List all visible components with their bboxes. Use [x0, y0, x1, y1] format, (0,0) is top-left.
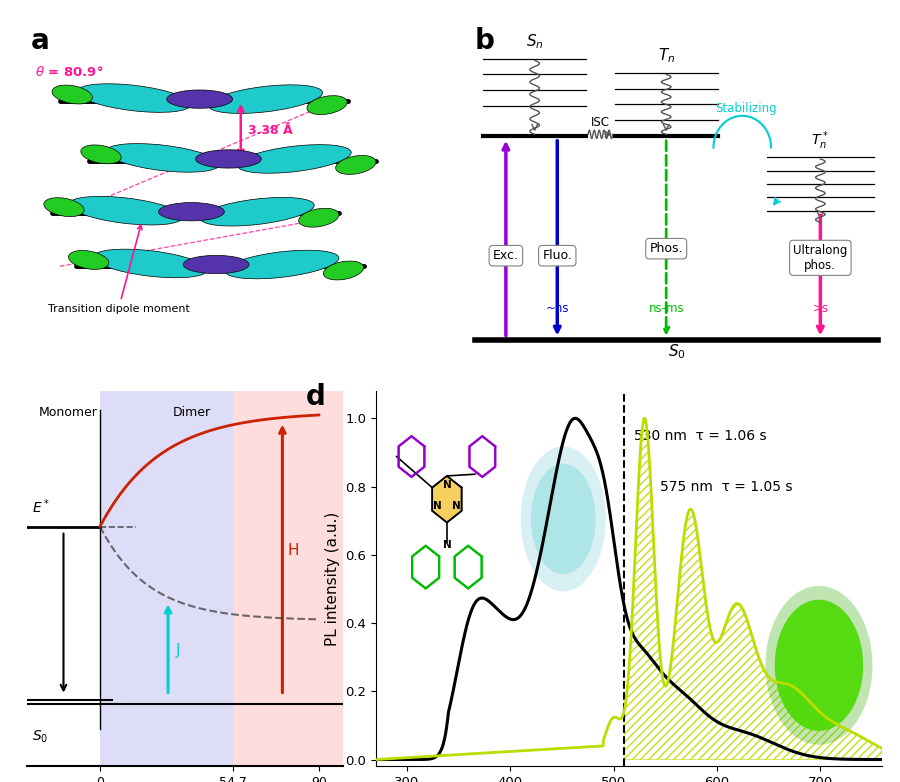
Text: $S_n$: $S_n$ — [526, 32, 544, 51]
Ellipse shape — [105, 144, 220, 172]
Text: d: d — [305, 383, 325, 411]
Text: Phos.: Phos. — [650, 242, 683, 255]
Text: a: a — [32, 27, 50, 55]
Text: Exc.: Exc. — [493, 249, 519, 262]
Ellipse shape — [76, 84, 191, 113]
Y-axis label: PL intensity (a.u.): PL intensity (a.u.) — [325, 511, 340, 646]
Text: ~ns: ~ns — [545, 302, 569, 315]
Ellipse shape — [52, 85, 93, 104]
Text: Ultralong
phos.: Ultralong phos. — [793, 244, 848, 272]
Ellipse shape — [158, 203, 224, 221]
Ellipse shape — [44, 198, 85, 217]
Ellipse shape — [299, 208, 339, 227]
Ellipse shape — [81, 145, 122, 163]
Text: $T_n$: $T_n$ — [658, 46, 675, 65]
Text: ns-ms: ns-ms — [648, 302, 684, 315]
Text: Stabilizing: Stabilizing — [716, 102, 778, 115]
Text: ISC: ISC — [591, 116, 610, 128]
Text: 575 nm  τ = 1.05 s: 575 nm τ = 1.05 s — [660, 479, 793, 493]
Ellipse shape — [209, 84, 322, 113]
Bar — [233, 391, 343, 766]
Text: Dimer: Dimer — [173, 406, 212, 419]
Ellipse shape — [238, 145, 351, 174]
Text: Transition dipole moment: Transition dipole moment — [48, 225, 189, 314]
Text: $S_0$: $S_0$ — [668, 342, 686, 361]
Ellipse shape — [184, 256, 249, 274]
Ellipse shape — [336, 156, 376, 174]
Ellipse shape — [68, 196, 183, 225]
Text: $S_0$: $S_0$ — [32, 729, 49, 745]
Text: J: J — [176, 643, 180, 658]
Text: $T_n^*$: $T_n^*$ — [812, 129, 829, 152]
Ellipse shape — [68, 250, 109, 269]
Ellipse shape — [195, 150, 261, 168]
Ellipse shape — [94, 249, 207, 278]
Text: b: b — [475, 27, 495, 55]
Ellipse shape — [225, 250, 339, 279]
Bar — [100, 391, 233, 766]
Text: 530 nm  τ = 1.06 s: 530 nm τ = 1.06 s — [634, 429, 767, 443]
Text: >s: >s — [813, 302, 828, 315]
Ellipse shape — [200, 197, 314, 226]
Text: H: H — [287, 543, 299, 558]
Ellipse shape — [307, 95, 347, 114]
Ellipse shape — [166, 90, 232, 108]
Text: $\theta$ = 80.9°: $\theta$ = 80.9° — [35, 65, 104, 79]
Text: Fluo.: Fluo. — [543, 249, 572, 262]
Text: $E^*$: $E^*$ — [32, 497, 50, 516]
Text: 3.38 Å: 3.38 Å — [248, 124, 292, 138]
Ellipse shape — [323, 261, 364, 280]
Text: Monomer: Monomer — [40, 406, 98, 419]
